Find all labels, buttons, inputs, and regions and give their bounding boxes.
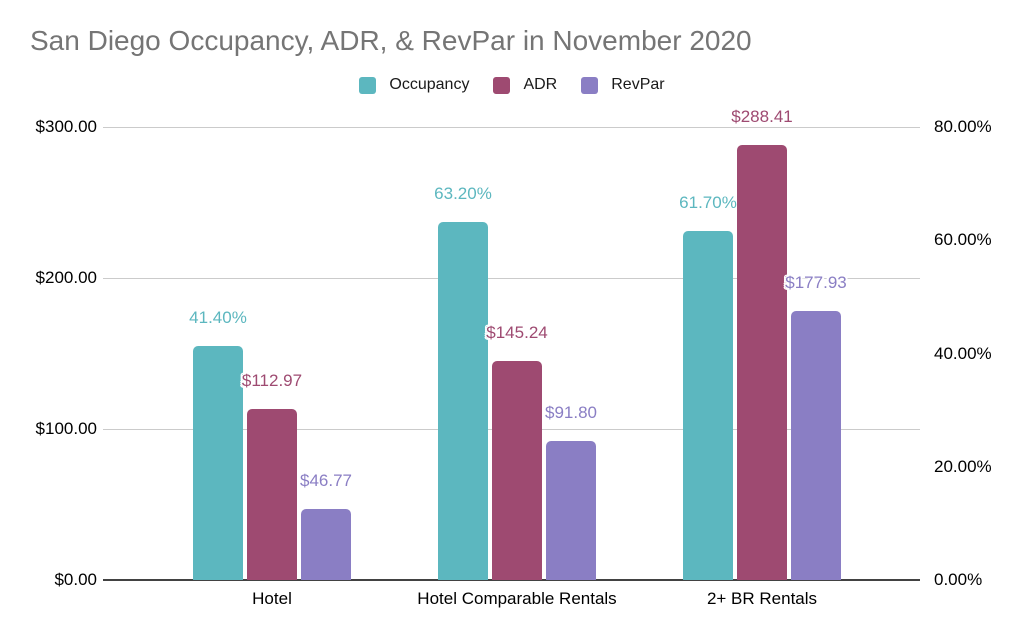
data-label-revpar-2: $91.80 [545, 403, 597, 423]
legend-swatch-icon [493, 76, 511, 94]
bar-revpar-2 [546, 441, 596, 580]
chart-legend: Occupancy ADR RevPar [0, 76, 1024, 94]
gridline [103, 278, 920, 279]
right-axis-tick-label: 40.00% [934, 343, 992, 363]
data-label-occupancy-3: 61.70% [679, 192, 737, 212]
bar-occupancy-3 [683, 230, 733, 580]
legend-item-occupancy: Occupancy [359, 76, 469, 94]
right-axis-tick-label: 0.00% [934, 570, 983, 589]
chart-title: San Diego Occupancy, ADR, & RevPar in No… [30, 25, 752, 56]
data-label-adr-1: $112.97 [241, 371, 303, 391]
right-axis-tick-label: 20.00% [934, 456, 992, 476]
category-label-2: Hotel Comparable Rentals [417, 589, 617, 608]
bar-adr-1 [247, 409, 297, 580]
legend-swatch-icon [581, 76, 599, 94]
data-label-revpar-1: $46.77 [300, 471, 352, 491]
gridline [103, 127, 920, 128]
category-label-1: Hotel [252, 589, 292, 608]
category-label-3: 2+ BR Rentals [706, 589, 818, 608]
bar-occupancy-1 [193, 345, 243, 580]
legend-label: Occupancy [389, 76, 470, 93]
legend-label: ADR [523, 76, 558, 93]
legend-label: RevPar [611, 76, 665, 93]
data-label-occupancy-2: 63.20% [434, 184, 492, 204]
left-axis-tick-label: $0.00 [54, 570, 97, 589]
data-label-revpar-3: $177.93 [785, 273, 847, 293]
legend-item-revpar: RevPar [581, 76, 665, 94]
left-axis-tick-label: $300.00 [35, 117, 97, 136]
right-axis-tick-label: 80.00% [934, 117, 992, 136]
right-axis-tick-label: 60.00% [934, 230, 992, 250]
left-axis-tick-label: $200.00 [35, 268, 97, 287]
data-label-adr-3: $288.41 [731, 106, 793, 126]
data-label-occupancy-1: 41.40% [189, 307, 247, 327]
left-axis-tick-label: $100.00 [35, 419, 97, 438]
legend-item-adr: ADR [493, 76, 557, 94]
bar-revpar-3 [791, 311, 841, 580]
x-axis-baseline [103, 579, 920, 581]
bar-revpar-1 [301, 509, 351, 580]
bar-adr-2 [492, 360, 542, 580]
bar-adr-3 [737, 144, 787, 580]
legend-swatch-icon [359, 76, 377, 94]
bar-occupancy-2 [438, 222, 488, 580]
data-label-adr-2: $145.24 [486, 322, 548, 342]
